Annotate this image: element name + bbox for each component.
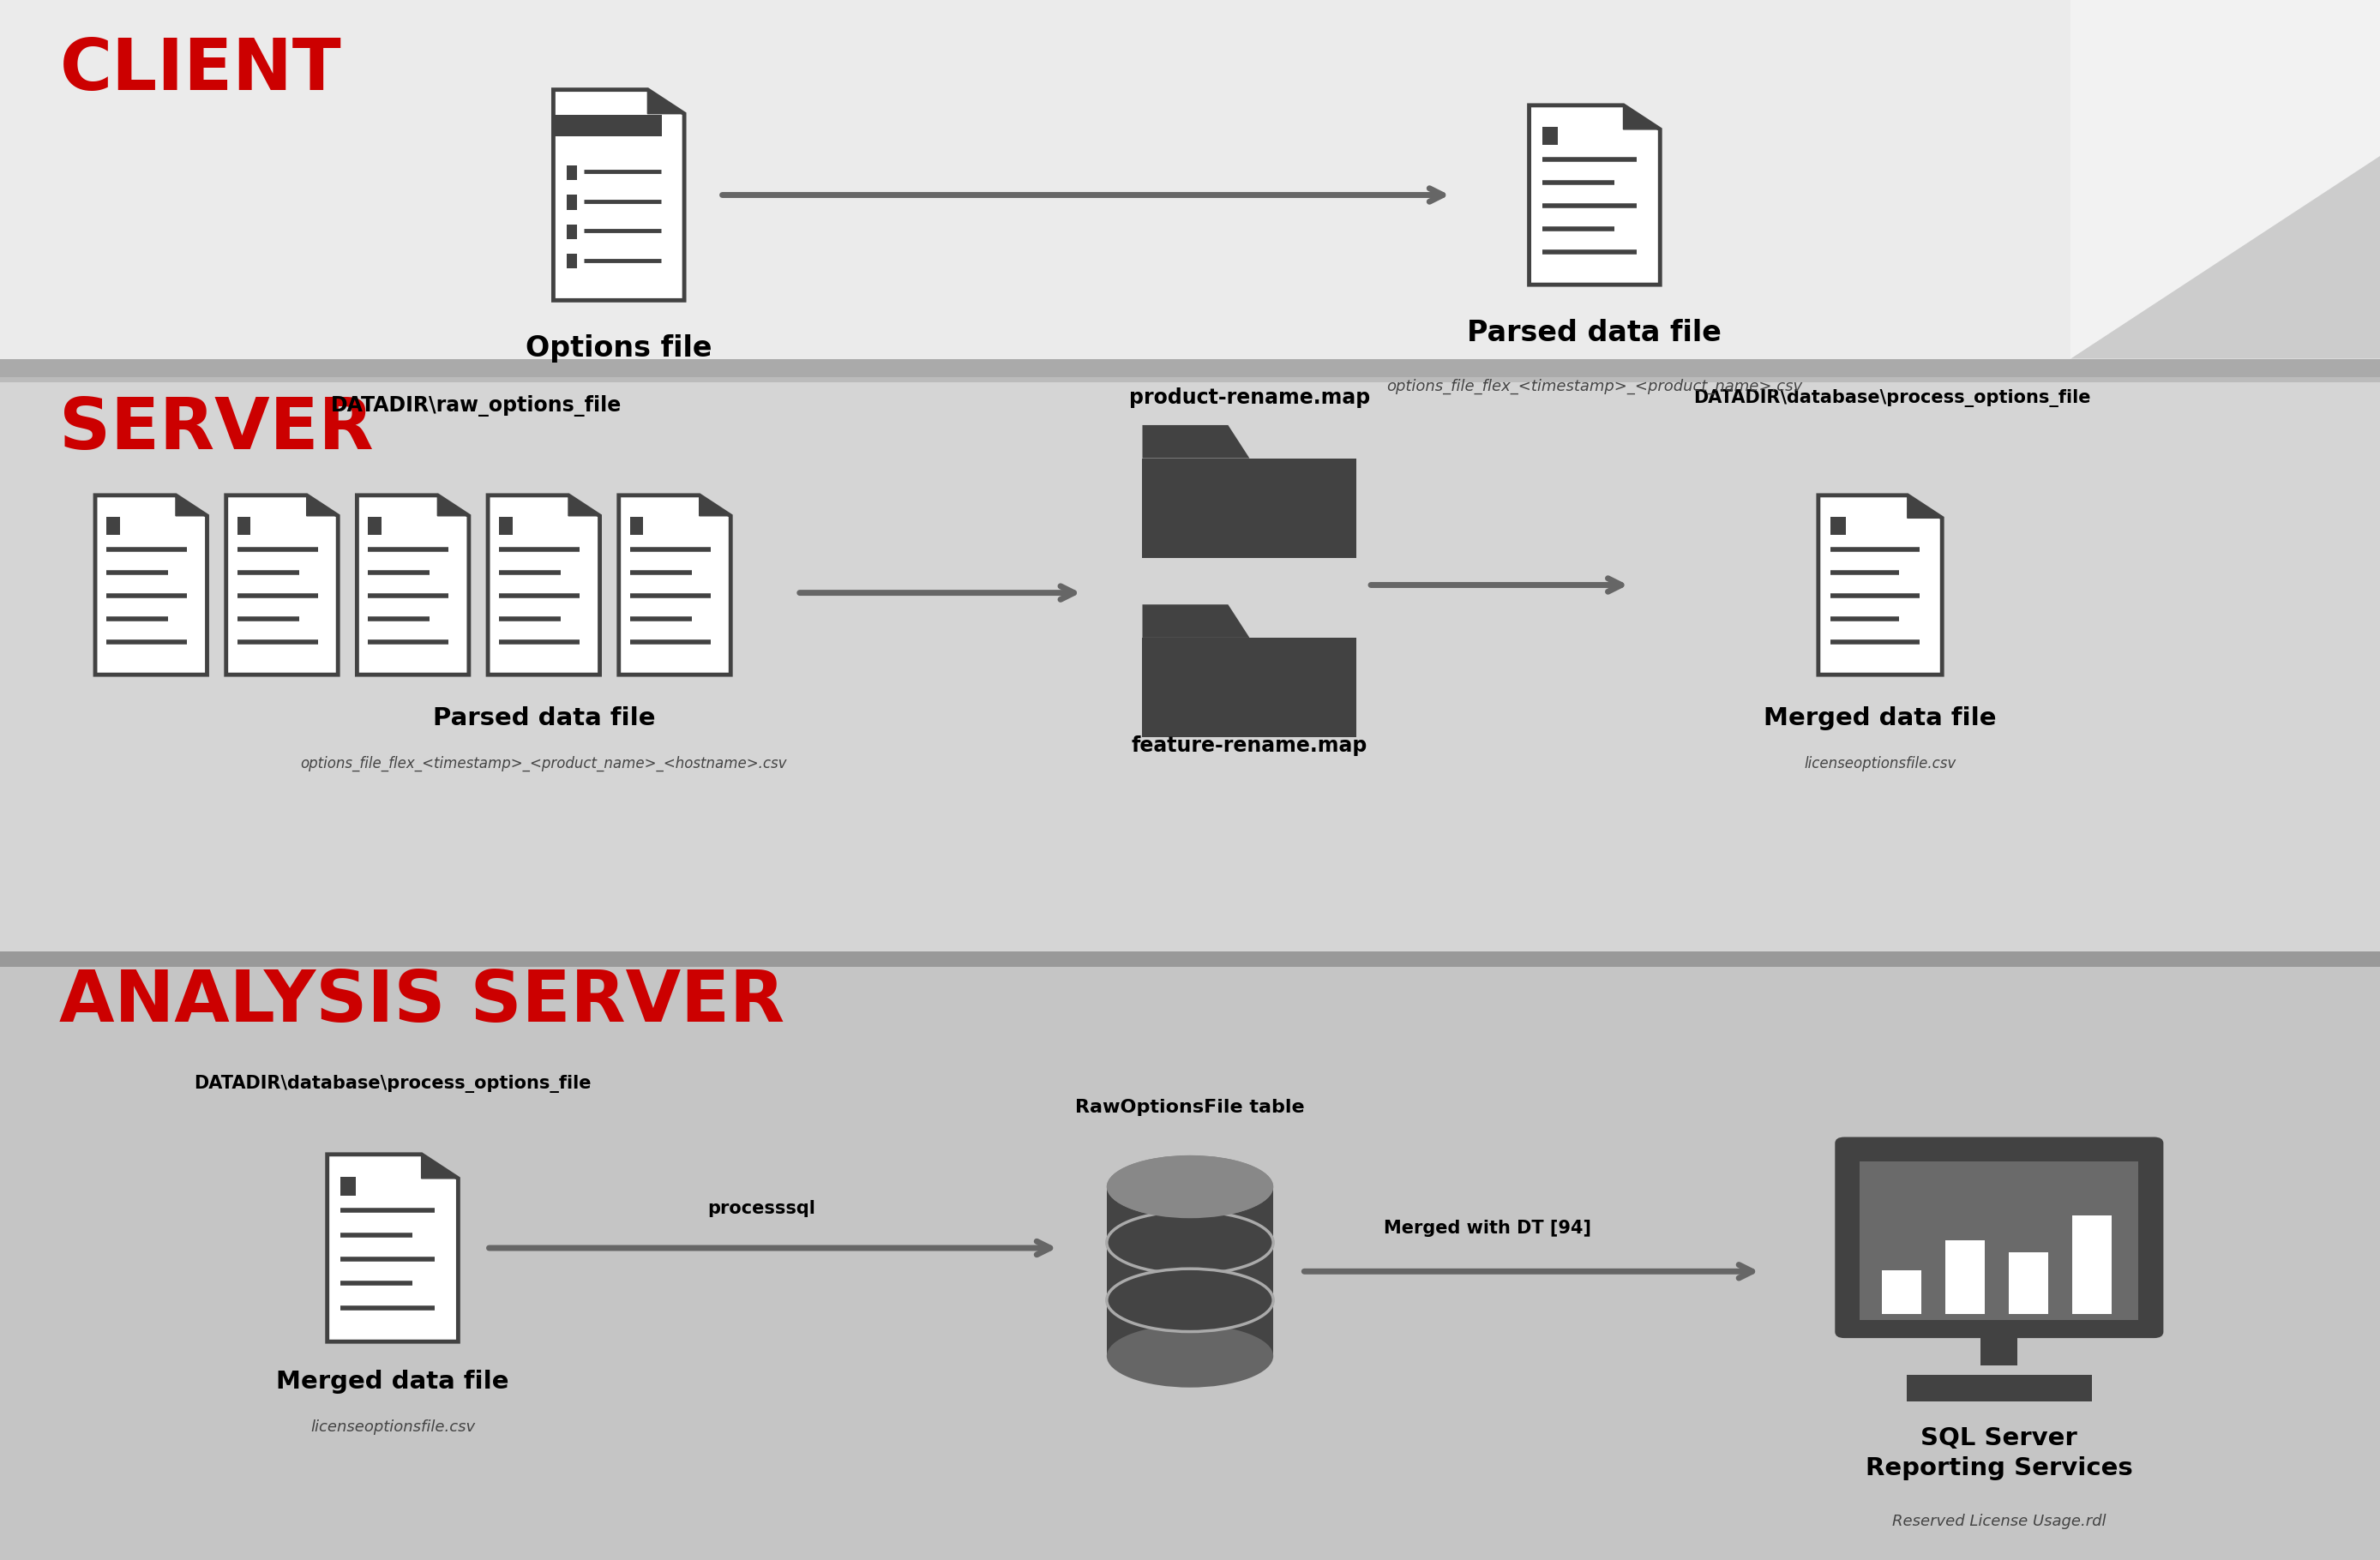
Bar: [631, 516, 643, 535]
Bar: [0, 373, 2380, 374]
Text: DATADIR\database\process_options_file: DATADIR\database\process_options_file: [195, 1075, 590, 1094]
Bar: [1830, 516, 1845, 535]
Bar: [340, 1176, 357, 1195]
Polygon shape: [1142, 426, 1250, 459]
Bar: [500, 516, 512, 535]
Polygon shape: [569, 496, 600, 516]
Bar: [566, 254, 576, 268]
FancyBboxPatch shape: [1835, 1137, 2163, 1338]
Bar: [0, 362, 2380, 363]
Text: options_file_flex_<timestamp>_<product_name>.csv: options_file_flex_<timestamp>_<product_n…: [1388, 378, 1802, 395]
Polygon shape: [488, 496, 600, 674]
Text: Parsed data file: Parsed data file: [1468, 320, 1721, 348]
Bar: [2009, 1253, 2049, 1314]
Ellipse shape: [1107, 1324, 1273, 1387]
Bar: [0, 363, 2380, 365]
Ellipse shape: [1107, 1156, 1273, 1218]
Bar: [1883, 1271, 1921, 1314]
Text: product-rename.map: product-rename.map: [1128, 387, 1371, 409]
Polygon shape: [1528, 106, 1661, 284]
Polygon shape: [438, 496, 469, 516]
Bar: [0, 376, 2380, 378]
Polygon shape: [176, 496, 207, 516]
Text: licenseoptionsfile.csv: licenseoptionsfile.csv: [1804, 757, 1956, 771]
Text: licenseoptionsfile.csv: licenseoptionsfile.csv: [309, 1420, 476, 1435]
Ellipse shape: [1107, 1156, 1273, 1218]
Polygon shape: [1142, 605, 1250, 638]
Bar: [1859, 1162, 2137, 1320]
Polygon shape: [1906, 496, 1942, 518]
Bar: [0, 368, 2380, 370]
Ellipse shape: [1107, 1211, 1273, 1275]
Bar: [0, 381, 2380, 382]
Text: ANALYSIS SERVER: ANALYSIS SERVER: [60, 967, 785, 1036]
Text: CLIENT: CLIENT: [60, 36, 340, 105]
Text: RawOptionsFile table: RawOptionsFile table: [1076, 1100, 1304, 1117]
Bar: [369, 516, 381, 535]
Bar: [0, 359, 2380, 360]
Text: options_file_flex_<timestamp>_<product_name>_<hostname>.csv: options_file_flex_<timestamp>_<product_n…: [300, 757, 788, 772]
Text: SQL Server
Reporting Services: SQL Server Reporting Services: [1866, 1426, 2132, 1480]
Polygon shape: [700, 496, 731, 516]
Polygon shape: [1142, 459, 1357, 557]
Bar: [566, 195, 576, 209]
Bar: [0, 952, 2380, 967]
Text: Merged data file: Merged data file: [276, 1370, 509, 1393]
Bar: [1542, 126, 1559, 145]
Bar: [0, 359, 2380, 378]
Bar: [0, 359, 2380, 952]
Text: Parsed data file: Parsed data file: [433, 705, 655, 730]
Bar: [2073, 1215, 2111, 1314]
Text: DATADIR\raw_options_file: DATADIR\raw_options_file: [331, 395, 621, 417]
Text: DATADIR\database\process_options_file: DATADIR\database\process_options_file: [1695, 388, 2090, 407]
Polygon shape: [95, 496, 207, 674]
Polygon shape: [357, 496, 469, 674]
Text: Options file: Options file: [526, 335, 712, 363]
Polygon shape: [2071, 156, 2380, 359]
Bar: [0, 367, 2380, 368]
Bar: [0, 952, 2380, 1560]
Bar: [1906, 1374, 2092, 1402]
Bar: [0, 359, 2380, 398]
Bar: [1107, 1187, 1273, 1356]
Polygon shape: [619, 496, 731, 674]
Bar: [0, 371, 2380, 373]
Polygon shape: [307, 496, 338, 516]
Bar: [566, 225, 576, 239]
Text: feature-rename.map: feature-rename.map: [1130, 735, 1368, 757]
Bar: [1980, 1329, 2018, 1365]
Bar: [107, 516, 119, 535]
Polygon shape: [1818, 496, 1942, 674]
Text: SERVER: SERVER: [60, 395, 374, 463]
Polygon shape: [2071, 0, 2380, 359]
Bar: [566, 165, 576, 181]
Bar: [0, 378, 2380, 379]
Bar: [552, 115, 662, 136]
Polygon shape: [421, 1154, 457, 1178]
Text: Merged with DT [94]: Merged with DT [94]: [1383, 1220, 1592, 1237]
Polygon shape: [552, 89, 685, 300]
Polygon shape: [647, 89, 685, 114]
Polygon shape: [1142, 638, 1357, 738]
Bar: [1944, 1240, 1985, 1314]
Polygon shape: [328, 1154, 457, 1342]
Bar: [0, 0, 2380, 359]
Polygon shape: [1623, 106, 1661, 129]
Polygon shape: [226, 496, 338, 674]
Bar: [238, 516, 250, 535]
Text: Reserved License Usage.rdl: Reserved License Usage.rdl: [1892, 1513, 2106, 1529]
Text: processsql: processsql: [707, 1200, 816, 1217]
Ellipse shape: [1107, 1268, 1273, 1332]
Text: Merged data file: Merged data file: [1764, 705, 1997, 730]
